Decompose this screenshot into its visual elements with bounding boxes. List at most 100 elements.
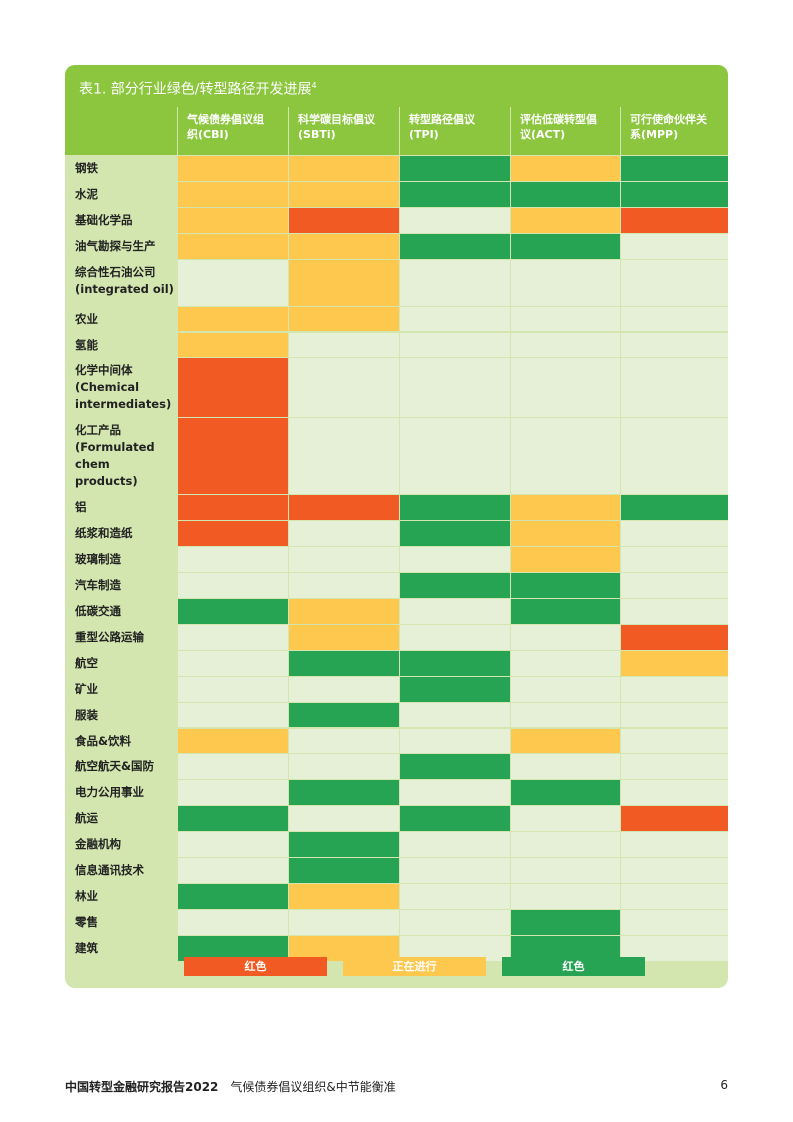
row-label: 基础化学品 — [65, 207, 177, 233]
page-number: 6 — [720, 1078, 728, 1092]
status-cell — [178, 676, 288, 702]
status-cell — [289, 806, 399, 832]
status-cell — [400, 573, 510, 598]
status-cell — [400, 547, 510, 573]
status-cell — [178, 599, 288, 624]
status-cell — [178, 573, 288, 598]
row-label: 零售 — [65, 909, 177, 935]
status-cell — [621, 573, 728, 598]
status-cell — [621, 233, 728, 259]
status-cell — [289, 495, 399, 521]
status-cell — [178, 495, 288, 521]
status-cell — [621, 259, 728, 306]
status-cell — [621, 358, 728, 418]
status-cell — [621, 547, 728, 573]
status-cell — [289, 358, 399, 418]
status-cell — [289, 259, 399, 306]
status-cell — [621, 599, 728, 624]
status-cell — [400, 599, 510, 624]
column-header: 气候债券倡议组 织(CBI) — [178, 107, 288, 155]
row-label: 化工产品 (Formulated chem products) — [65, 418, 177, 495]
column-header-line1: 可行使命伙伴关 — [630, 113, 707, 126]
status-cell — [289, 599, 399, 624]
status-cell — [400, 495, 510, 521]
status-cell — [289, 207, 399, 233]
row-label: 建筑 — [65, 935, 177, 961]
column-header-line1: 科学碳目标倡议 — [298, 113, 375, 126]
row-label: 农业 — [65, 306, 177, 332]
status-cell — [178, 259, 288, 306]
status-cell — [178, 207, 288, 233]
status-cell — [621, 832, 728, 857]
status-cell — [289, 332, 399, 358]
header-corner — [65, 107, 177, 155]
status-cell — [621, 181, 728, 207]
row-label: 航运 — [65, 806, 177, 832]
status-cell — [289, 780, 399, 806]
row-label: 综合性石油公司 (integrated oil) — [65, 259, 177, 306]
status-cell — [178, 358, 288, 418]
column-header-line1: 气候债券倡议组 — [187, 113, 264, 126]
status-cell — [511, 780, 620, 806]
status-cell — [511, 207, 620, 233]
status-cell — [621, 521, 728, 547]
status-cell — [289, 573, 399, 598]
status-cell — [400, 207, 510, 233]
status-cell — [511, 624, 620, 650]
status-cell — [621, 806, 728, 832]
status-cell — [178, 909, 288, 935]
status-cell — [178, 650, 288, 676]
status-cell — [621, 702, 728, 728]
legend-item-green: 红色 — [502, 957, 645, 976]
status-cell — [511, 495, 620, 521]
column-header-line1: 转型路径倡议 — [409, 113, 475, 126]
status-cell — [289, 233, 399, 259]
status-cell — [178, 806, 288, 832]
status-cell — [178, 754, 288, 780]
status-cell — [289, 832, 399, 857]
row-label: 重型公路运输 — [65, 624, 177, 650]
row-label: 矿业 — [65, 676, 177, 702]
column-header-line2: 织(CBI) — [187, 128, 229, 141]
status-cell — [178, 935, 288, 961]
status-cell — [400, 156, 510, 181]
status-cell — [178, 883, 288, 909]
status-cell — [289, 624, 399, 650]
column-header: 可行使命伙伴关 系(MPP) — [621, 107, 728, 155]
row-label: 航空 — [65, 650, 177, 676]
status-cell — [511, 259, 620, 306]
status-cell — [400, 780, 510, 806]
status-cell — [400, 754, 510, 780]
status-cell — [621, 332, 728, 358]
status-cell — [511, 858, 620, 883]
status-cell — [621, 780, 728, 806]
status-cell — [511, 599, 620, 624]
status-cell — [289, 306, 399, 332]
status-cell — [511, 676, 620, 702]
status-cell — [289, 935, 399, 961]
status-cell — [178, 233, 288, 259]
status-cell — [400, 181, 510, 207]
status-cell — [289, 728, 399, 754]
column-header: 评估低碳转型倡 议(ACT) — [511, 107, 620, 155]
row-label: 服装 — [65, 702, 177, 728]
status-table: 气候债券倡议组 织(CBI) 科学碳目标倡议 (SBTi) 转型路径倡议 (TPI) 评估低… — [65, 107, 728, 962]
status-cell — [400, 832, 510, 857]
row-label: 航空航天&国防 — [65, 754, 177, 780]
status-cell — [289, 702, 399, 728]
status-cell — [621, 728, 728, 754]
status-cell — [289, 909, 399, 935]
status-cell — [400, 233, 510, 259]
status-cell — [621, 207, 728, 233]
table-title-footnote: 4 — [311, 81, 317, 90]
column-header: 转型路径倡议 (TPI) — [400, 107, 510, 155]
status-cell — [289, 883, 399, 909]
status-cell — [178, 181, 288, 207]
status-cell — [400, 650, 510, 676]
column-header-line1: 评估低碳转型倡 — [520, 113, 597, 126]
status-cell — [511, 832, 620, 857]
row-label: 铝 — [65, 495, 177, 521]
status-cell — [621, 754, 728, 780]
row-label: 油气勘探与生产 — [65, 233, 177, 259]
status-cell — [178, 156, 288, 181]
